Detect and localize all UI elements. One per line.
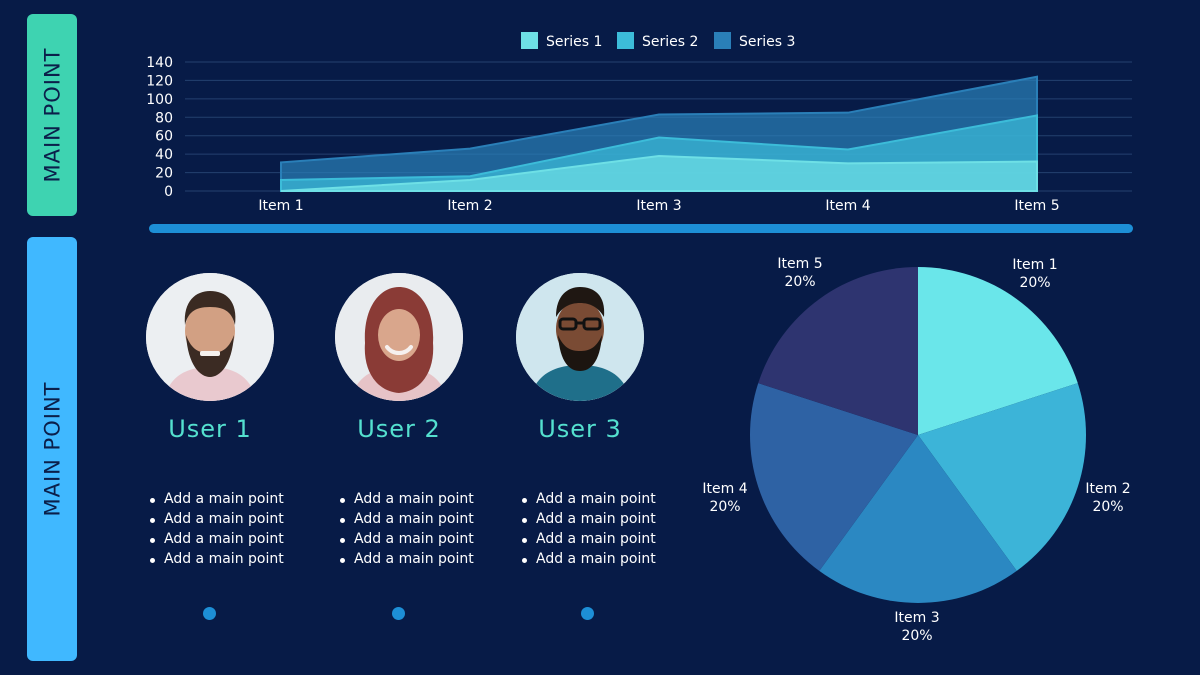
pie-slice-1 (918, 267, 1078, 435)
user-1-points: Add a main point Add a main point Add a … (150, 489, 300, 569)
pie-slice-2 (918, 383, 1086, 571)
y-tick-label: 40 (155, 147, 173, 163)
legend-label-1: Series 1 (546, 34, 602, 50)
main-point-tab-top: MAIN POINT (27, 14, 77, 216)
list-item: Add a main point (150, 529, 300, 549)
list-item: Add a main point (340, 549, 489, 569)
main-point-label-bottom: MAIN POINT (40, 381, 64, 517)
dot-marker-2 (392, 607, 405, 620)
user-1-name: User 1 (168, 415, 252, 443)
user-card-3: User 3 Add a main point Add a main point… (490, 273, 670, 569)
user-3-name: User 3 (538, 415, 622, 443)
pie-pct-2: 20% (1092, 499, 1123, 515)
main-point-tab-bottom: MAIN POINT (27, 237, 77, 661)
pie-pct-3: 20% (901, 628, 932, 644)
user-2-avatar (335, 273, 463, 401)
pie-pct-1: 20% (1019, 275, 1050, 291)
user-2-name: User 2 (357, 415, 441, 443)
y-tick-label: 140 (146, 55, 173, 71)
main-point-label-top: MAIN POINT (40, 47, 64, 183)
pie-slice-5 (758, 267, 918, 435)
x-tick-label: Item 2 (447, 198, 492, 214)
user-card-2: User 2 Add a main point Add a main point… (309, 273, 489, 569)
y-tick-label: 80 (155, 110, 173, 126)
list-item: Add a main point (522, 489, 670, 509)
pie-label-2: Item 2 (1085, 481, 1130, 497)
user-3-points: Add a main point Add a main point Add a … (522, 489, 670, 569)
user-1-avatar (146, 273, 274, 401)
x-tick-label: Item 1 (258, 198, 303, 214)
list-item: Add a main point (340, 529, 489, 549)
list-item: Add a main point (522, 549, 670, 569)
legend-swatch-2 (617, 32, 634, 49)
list-item: Add a main point (522, 529, 670, 549)
legend-swatch-3 (714, 32, 731, 49)
x-tick-label: Item 5 (1014, 198, 1059, 214)
y-tick-label: 100 (146, 92, 173, 108)
pie-label-5: Item 5 (777, 256, 822, 272)
pie-pct-5: 20% (784, 274, 815, 290)
legend-label-2: Series 2 (642, 34, 698, 50)
x-tick-label: Item 4 (825, 198, 870, 214)
dot-marker-3 (581, 607, 594, 620)
user-2-points: Add a main point Add a main point Add a … (340, 489, 489, 569)
y-tick-label: 120 (146, 73, 173, 89)
y-tick-label: 0 (164, 184, 173, 200)
list-item: Add a main point (150, 509, 300, 529)
x-tick-label: Item 3 (636, 198, 681, 214)
list-item: Add a main point (340, 489, 489, 509)
list-item: Add a main point (150, 489, 300, 509)
legend-swatch-1 (521, 32, 538, 49)
list-item: Add a main point (522, 509, 670, 529)
pie-label-4: Item 4 (702, 481, 747, 497)
y-tick-label: 20 (155, 166, 173, 182)
user-card-1: User 1 Add a main point Add a main point… (120, 273, 300, 569)
list-item: Add a main point (340, 509, 489, 529)
pie-chart: Item 1 20% Item 2 20% Item 3 20% Item 4 20% Item… (702, 256, 1130, 644)
legend-label-3: Series 3 (739, 34, 795, 50)
dot-marker-1 (203, 607, 216, 620)
pie-slice-4 (750, 383, 918, 571)
y-tick-label: 60 (155, 129, 173, 145)
area-series-1 (280, 154, 1038, 192)
divider-bar (149, 224, 1133, 233)
pie-pct-4: 20% (709, 499, 740, 515)
area-chart: 0 20 40 60 80 100 120 140 Item 1 Item 2 Item 3 Item… (146, 32, 1132, 214)
pie-label-1: Item 1 (1012, 257, 1057, 273)
pie-slice-3 (819, 435, 1017, 603)
user-3-avatar (516, 273, 644, 401)
list-item: Add a main point (150, 549, 300, 569)
pie-label-3: Item 3 (894, 610, 939, 626)
